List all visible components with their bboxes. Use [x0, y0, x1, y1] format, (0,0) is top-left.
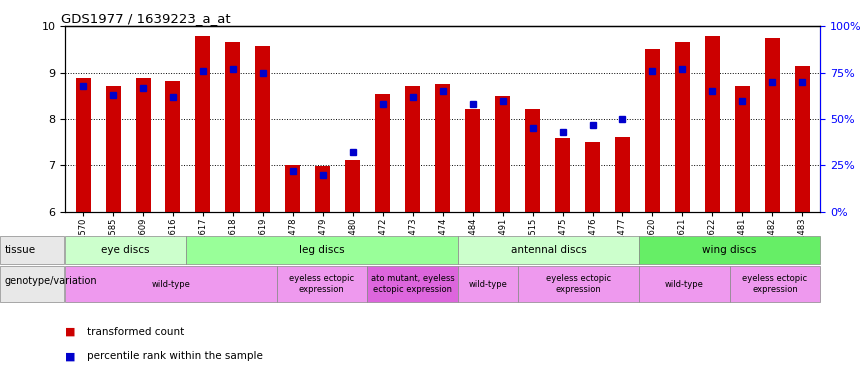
Bar: [585, 142, 600, 212]
Bar: [315, 166, 331, 212]
Bar: [555, 138, 570, 212]
Bar: [615, 137, 630, 212]
Text: tissue: tissue: [4, 245, 36, 255]
Text: ■: ■: [65, 351, 76, 361]
Bar: [195, 36, 210, 212]
Text: wild-type: wild-type: [151, 280, 190, 289]
Text: percentile rank within the sample: percentile rank within the sample: [87, 351, 263, 361]
Bar: [705, 36, 720, 212]
Bar: [345, 160, 360, 212]
Bar: [765, 38, 779, 212]
Text: eyeless ectopic
expression: eyeless ectopic expression: [742, 274, 807, 294]
Bar: [495, 96, 510, 212]
Text: eyeless ectopic
expression: eyeless ectopic expression: [289, 274, 354, 294]
Text: genotype/variation: genotype/variation: [4, 276, 97, 285]
Bar: [255, 46, 270, 212]
Text: wild-type: wild-type: [665, 280, 704, 289]
Bar: [645, 48, 660, 212]
Bar: [465, 109, 480, 212]
Bar: [106, 86, 121, 212]
Text: wing discs: wing discs: [702, 245, 757, 255]
Bar: [166, 81, 181, 212]
Text: eyeless ectopic
expression: eyeless ectopic expression: [546, 274, 611, 294]
Text: GDS1977 / 1639223_a_at: GDS1977 / 1639223_a_at: [62, 12, 231, 25]
Bar: [286, 165, 300, 212]
Bar: [375, 93, 391, 212]
Text: ■: ■: [65, 327, 76, 337]
Text: wild-type: wild-type: [469, 280, 508, 289]
Text: transformed count: transformed count: [87, 327, 184, 337]
Bar: [525, 109, 540, 212]
Bar: [435, 84, 450, 212]
Bar: [675, 42, 690, 212]
Text: eye discs: eye discs: [102, 245, 150, 255]
Text: ato mutant, eyeless
ectopic expression: ato mutant, eyeless ectopic expression: [371, 274, 454, 294]
Bar: [795, 66, 810, 212]
Text: antennal discs: antennal discs: [510, 245, 586, 255]
Bar: [76, 78, 90, 212]
Bar: [405, 86, 420, 212]
Text: leg discs: leg discs: [299, 245, 345, 255]
Bar: [135, 78, 150, 212]
Bar: [735, 86, 750, 212]
Bar: [226, 42, 240, 212]
